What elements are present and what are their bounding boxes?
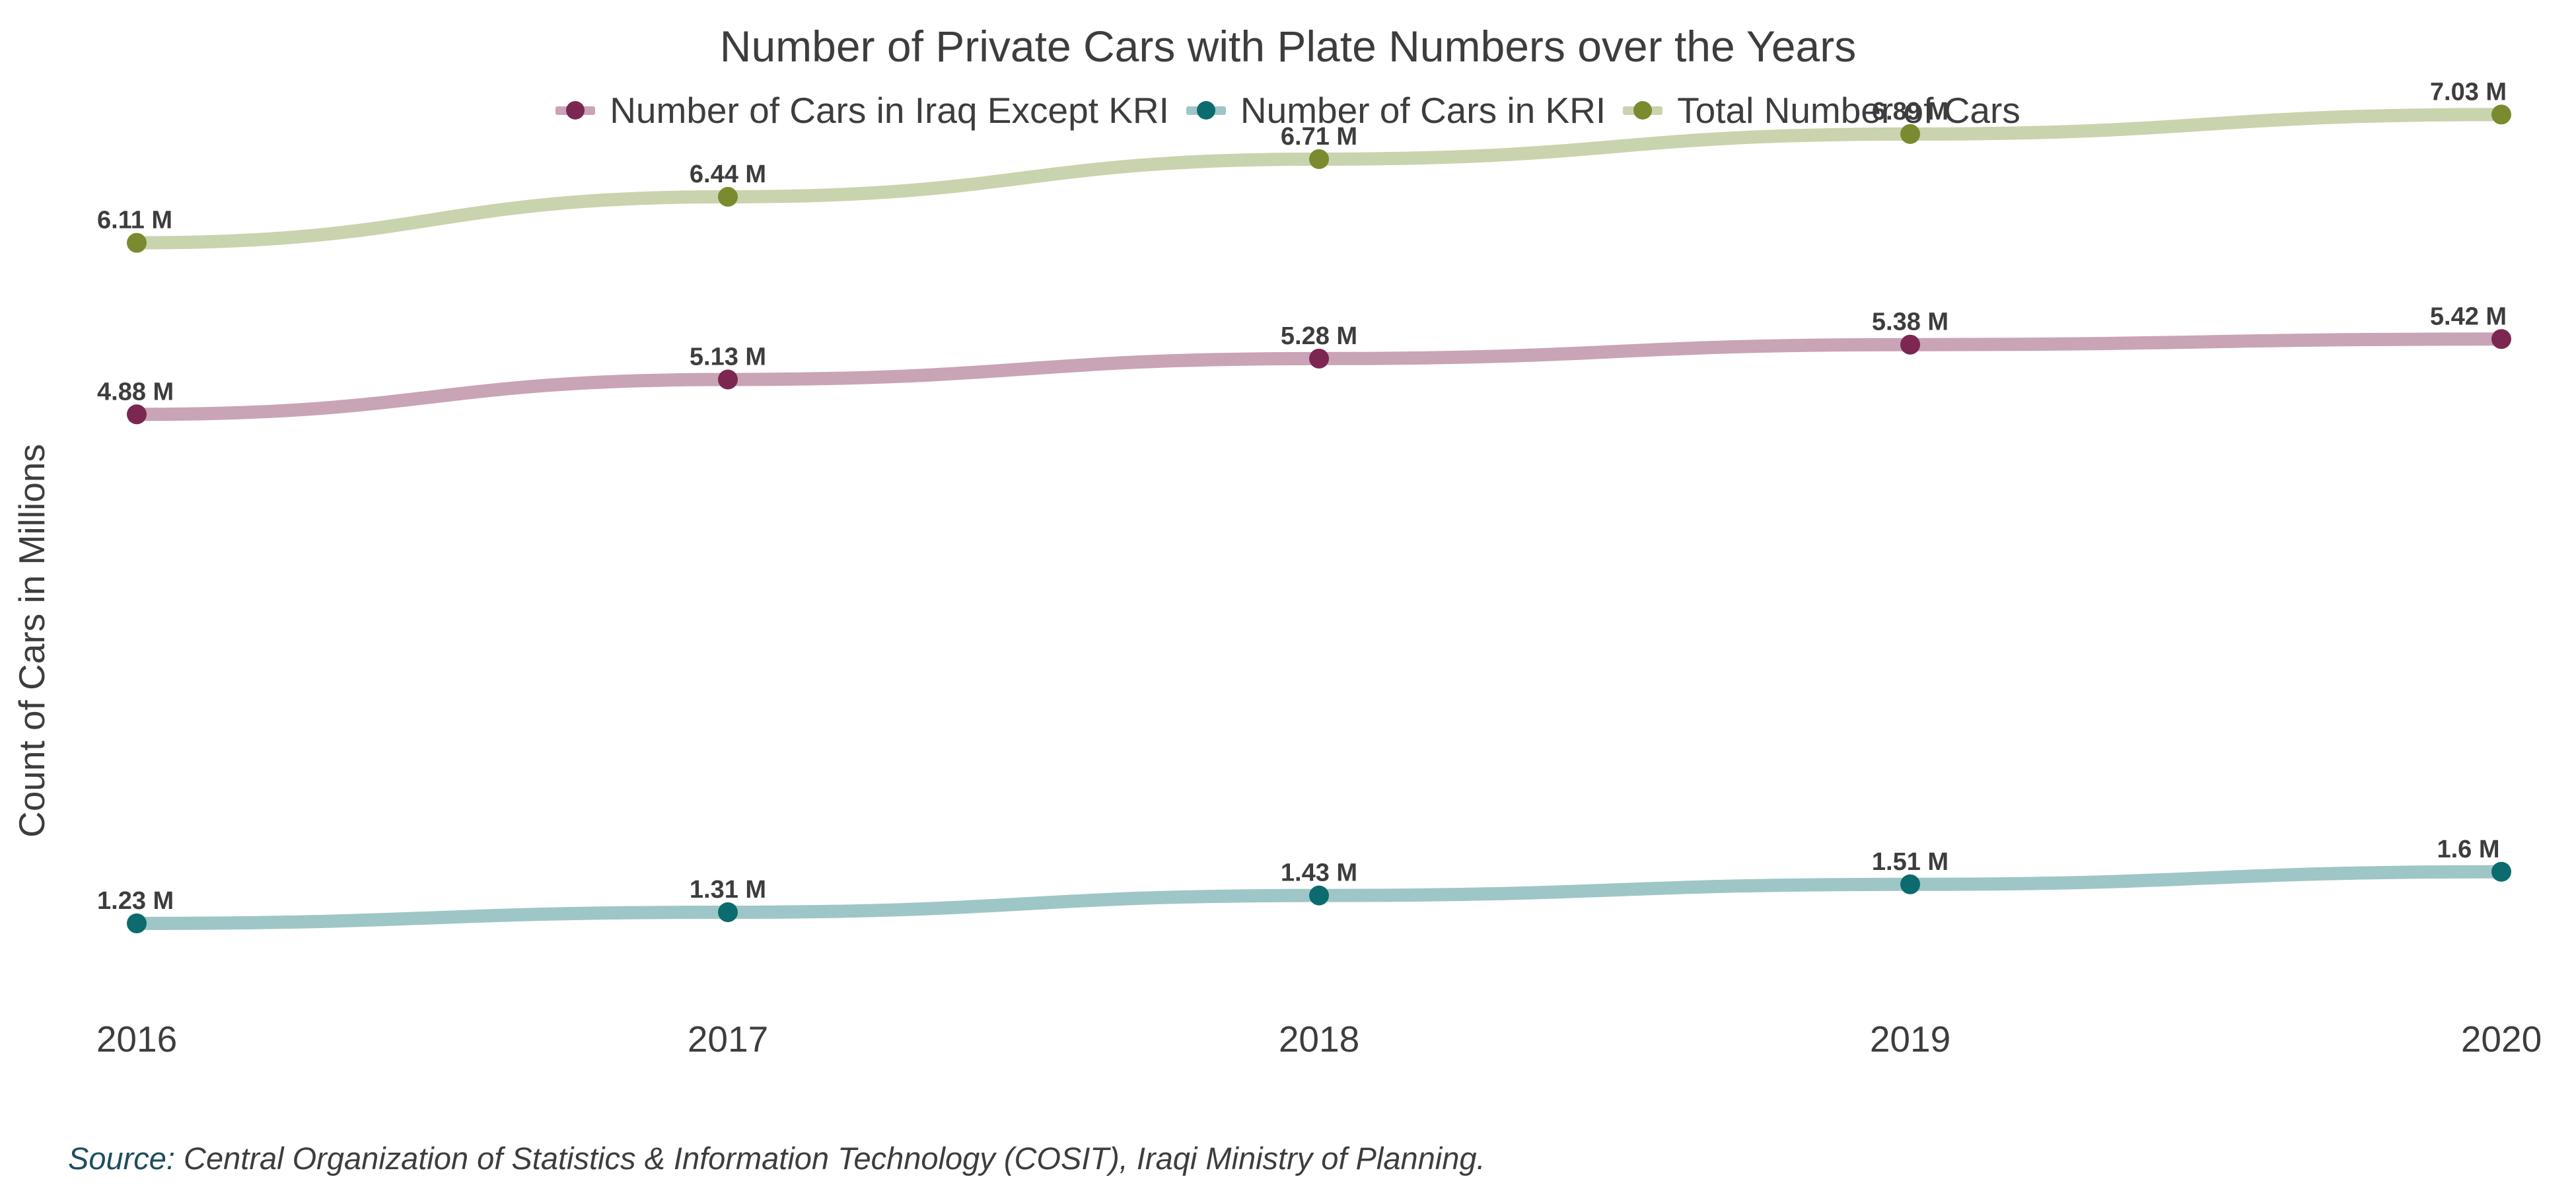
source-prefix: Source:	[68, 1141, 175, 1176]
legend-label-total: Total Number of Cars	[1677, 90, 2021, 131]
data-point-number-of-cars-in-iraq-except-kri	[1900, 334, 1920, 355]
x-tick-label: 2020	[2461, 1019, 2542, 1060]
data-point-number-of-cars-in-kri	[718, 902, 738, 923]
data-label-number-of-cars-in-kri: 1.6 M	[2437, 836, 2499, 863]
data-label-total-number-of-cars: 7.03 M	[2430, 78, 2507, 106]
data-point-total-number-of-cars	[2491, 104, 2511, 125]
data-label-number-of-cars-in-iraq-except-kri: 5.38 M	[1872, 308, 1949, 336]
data-label-total-number-of-cars: 6.71 M	[1281, 123, 1357, 151]
data-point-number-of-cars-in-iraq-except-kri	[2491, 329, 2511, 349]
data-point-number-of-cars-in-kri	[2491, 861, 2511, 882]
data-point-number-of-cars-in-iraq-except-kri	[127, 404, 147, 425]
x-tick-label: 2016	[96, 1019, 177, 1060]
legend-label-kri: Number of Cars in KRI	[1240, 90, 1606, 131]
source-note: Source: Central Organization of Statisti…	[68, 1140, 1485, 1176]
data-label-number-of-cars-in-iraq-except-kri: 5.42 M	[2430, 303, 2507, 330]
data-point-number-of-cars-in-iraq-except-kri	[1309, 348, 1329, 369]
legend-key-iraq-except-kri	[555, 97, 596, 124]
data-label-number-of-cars-in-iraq-except-kri: 4.88 M	[97, 378, 174, 406]
legend-label-iraq-except-kri: Number of Cars in Iraq Except KRI	[610, 90, 1169, 131]
data-label-total-number-of-cars: 6.89 M	[1872, 98, 1949, 126]
x-tick-label: 2017	[688, 1019, 768, 1060]
data-point-total-number-of-cars	[718, 186, 738, 207]
data-point-total-number-of-cars	[127, 233, 147, 253]
legend-item-total: Total Number of Cars	[1623, 89, 2021, 131]
legend-key-total	[1623, 97, 1663, 124]
source-text: Central Organization of Statistics & Inf…	[174, 1141, 1485, 1176]
data-point-total-number-of-cars	[1309, 149, 1329, 169]
data-label-number-of-cars-in-kri: 1.23 M	[97, 887, 174, 915]
data-label-number-of-cars-in-kri: 1.43 M	[1281, 859, 1357, 887]
data-point-number-of-cars-in-kri	[1900, 874, 1920, 894]
data-label-total-number-of-cars: 6.11 M	[97, 207, 172, 234]
data-label-number-of-cars-in-iraq-except-kri: 5.13 M	[690, 343, 766, 371]
data-point-number-of-cars-in-kri	[1309, 885, 1329, 906]
legend-item-iraq-except-kri: Number of Cars in Iraq Except KRI	[555, 89, 1169, 131]
chart-title: Number of Private Cars with Plate Number…	[719, 22, 1857, 71]
data-label-total-number-of-cars: 6.44 M	[690, 161, 766, 188]
data-point-number-of-cars-in-kri	[127, 913, 147, 933]
data-label-number-of-cars-in-kri: 1.51 M	[1872, 848, 1949, 876]
data-point-number-of-cars-in-iraq-except-kri	[718, 369, 738, 390]
x-tick-label: 2018	[1279, 1019, 1359, 1060]
data-label-number-of-cars-in-iraq-except-kri: 5.28 M	[1281, 322, 1357, 350]
data-label-number-of-cars-in-kri: 1.31 M	[690, 876, 766, 904]
data-point-total-number-of-cars	[1900, 124, 1920, 144]
legend: Number of Cars in Iraq Except KRI Number…	[0, 89, 2576, 131]
legend-item-kri: Number of Cars in KRI	[1186, 89, 1606, 131]
legend-key-kri	[1186, 97, 1226, 124]
x-tick-label: 2019	[1870, 1019, 1950, 1060]
